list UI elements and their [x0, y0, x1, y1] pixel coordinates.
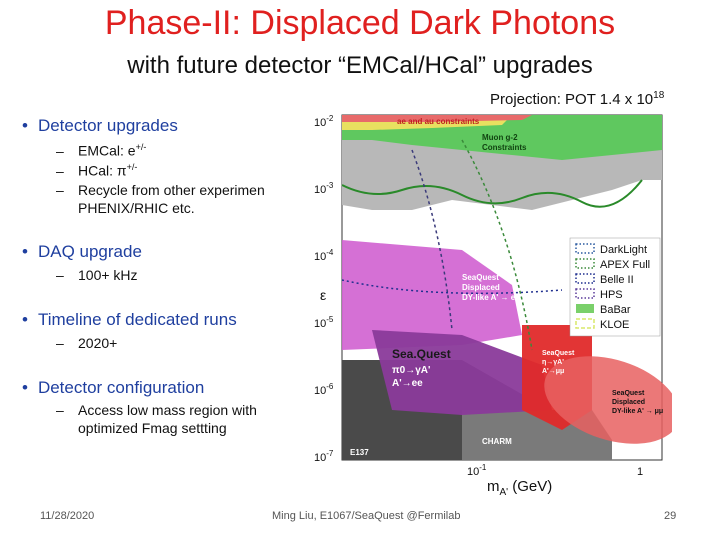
y-tick-label: 10-4: [314, 248, 334, 263]
plot-legend: DarkLight APEX Full Belle II HPS BaBar KLOE: [569, 237, 661, 337]
x-axis-ticks: 10-1 1: [467, 463, 643, 478]
bullet-label: DAQ upgrade: [37, 242, 142, 261]
legend-label: DarkLight: [600, 244, 647, 256]
y-tick-label: 10-3: [314, 181, 334, 196]
label-muon-g2-2: Constraints: [482, 143, 527, 152]
label-sq-dy-1: SeaQuest: [612, 390, 645, 397]
bullet-detector-config: • Detector configuration: [22, 378, 205, 397]
bullet-detector-upgrades: • Detector upgrades: [22, 116, 178, 135]
label-sq-mu-2: η→γA': [542, 359, 564, 366]
label-sq-displaced-2: Displaced: [462, 283, 500, 292]
dark-photon-sensitivity-plot: 10-2 10-3 10-4 10-5 10-6 10-7 ε 10-1 1 m…: [314, 114, 672, 495]
label-sq-mu-1: SeaQuest: [542, 350, 575, 357]
sub-bullet-2020: –2020+: [56, 335, 118, 351]
footer-date: 11/28/2020: [40, 510, 95, 522]
bullet-daq-upgrade: • DAQ upgrade: [22, 242, 142, 261]
sub-bullet-phenix: PHENIX/RHIC etc.: [78, 200, 195, 216]
legend-swatch-darklight: [575, 243, 595, 254]
label-charm: CHARM: [482, 437, 512, 446]
red-top-band: [342, 115, 532, 122]
y-axis-label: ε: [320, 287, 326, 303]
bullet-label: Timeline of dedicated runs: [37, 310, 237, 329]
legend-label: KLOE: [600, 319, 629, 331]
legend-label: Belle II: [600, 274, 634, 286]
y-tick-label: 10-7: [314, 449, 334, 464]
y-tick-label: 10-5: [314, 315, 334, 330]
x-axis-label: mA' (GeV): [487, 478, 552, 495]
label-sq-mu-3: A'→μμ: [542, 368, 564, 375]
label-muon-g2: Muon g-2: [482, 133, 518, 142]
sub-bullet-fmag: optimized Fmag settting: [78, 420, 227, 436]
legend-label: APEX Full: [600, 259, 650, 271]
seaquest-pi0-region: [372, 330, 552, 415]
footer-credit: Ming Liu, E1067/SeaQuest @Fermilab: [272, 510, 461, 522]
projection-curve-2: [461, 139, 533, 351]
sub-bullet-access-low-mass: – Access low mass region with: [56, 402, 257, 418]
sub-bullet-emcal: – EMCal: e+/-: [56, 142, 147, 159]
noisy-green-curve: [341, 179, 643, 208]
x-tick-label: 1: [637, 466, 643, 478]
label-e137: E137: [350, 448, 369, 457]
seaquest-displaced-ee-region: [342, 240, 522, 350]
legend-label: BaBar: [600, 304, 631, 316]
x-tick-label: 10-1: [467, 463, 487, 478]
slide-title: Phase-II: Displaced Dark Photons: [104, 4, 616, 42]
legend-swatch-hps: [575, 288, 595, 299]
sub-bullet-hcal: – HCal: π+/-: [56, 162, 138, 179]
region-labels: ae and au constraints Muon g-2 Constrain…: [350, 117, 663, 457]
projection-curve-3: [341, 279, 563, 295]
sub-bullet-100khz: –100+ kHz: [56, 267, 138, 283]
projection-label: Projection: POT 1.4 x 1018: [490, 90, 664, 108]
label-sq-pi0: π0→γA': [392, 365, 430, 376]
seaquest-dy-mumu-region: [544, 356, 672, 444]
label-sq-ee: A'→ee: [392, 378, 423, 389]
y-axis-ticks: 10-2 10-3 10-4 10-5 10-6 10-7: [314, 114, 334, 464]
bullet-label: Detector upgrades: [37, 116, 178, 135]
y-tick-label: 10-2: [314, 114, 334, 129]
bullet-label: Detector configuration: [37, 378, 205, 397]
sub-bullet-recycle: – Recycle from other experimen: [56, 182, 265, 198]
label-sq-displaced-1: SeaQuest: [462, 273, 499, 282]
legend-label: HPS: [600, 289, 623, 301]
projection-curve-1: [411, 149, 453, 331]
slide-subtitle: with future detector “EMCal/HCal” upgrad…: [127, 52, 593, 79]
legend-swatch-kloe: [575, 318, 595, 329]
legend-swatch-babar: [576, 304, 594, 313]
y-tick-label: 10-6: [314, 382, 334, 397]
footer-page-number: 29: [664, 510, 677, 522]
label-sq-dy-3: DY-like A' → μμ: [612, 408, 663, 415]
label-sq-dy-2: Displaced: [612, 399, 645, 406]
legend-swatch-apex-full: [575, 258, 595, 269]
bullet-timeline: • Timeline of dedicated runs: [22, 310, 237, 329]
label-sq-big: Sea.Quest: [392, 347, 451, 361]
projection-text: Projection: POT 1.4 x 10: [490, 91, 654, 108]
label-sq-displaced-3: DY-like A' → ee: [462, 293, 520, 302]
legend-swatch-belle-ii: [575, 273, 595, 284]
projection-exponent: 18: [653, 90, 665, 101]
label-ae-au: ae and au constraints: [397, 117, 480, 126]
